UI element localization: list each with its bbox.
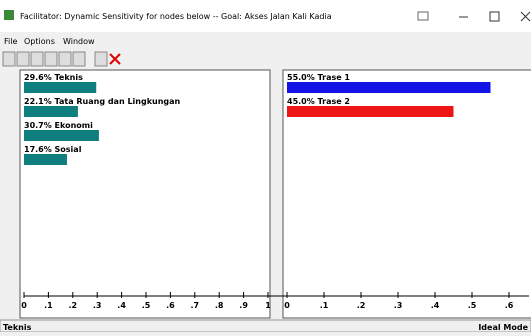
tick-label: .6 [505,301,514,310]
menu-item[interactable]: Window [63,37,95,46]
app-icon [4,10,14,20]
tick-label: 0 [284,301,290,310]
tool-button[interactable] [30,51,44,67]
bar-label: 45.0% Trase 2 [287,97,350,106]
bar-label: 29.6% Teknis [24,73,83,82]
tool-button[interactable] [72,51,86,67]
restore-button[interactable] [417,11,429,21]
title-bar [0,0,531,32]
tick-label: .8 [215,301,224,310]
bar [287,82,491,93]
toolbar [2,51,121,67]
bar [24,82,97,93]
tick-label: .5 [468,301,477,310]
tick-label: .1 [44,301,53,310]
tick-label: .3 [394,301,403,310]
window-title: Facilitator: Dynamic Sensitivity for nod… [20,12,332,21]
bar [24,106,78,117]
menu-item[interactable]: File [4,37,17,46]
tick-label: .6 [166,301,175,310]
bar [287,106,454,117]
tool-button[interactable] [16,51,30,67]
bar [24,130,99,141]
tool-button[interactable] [2,51,16,67]
status-right: Ideal Mode [478,323,528,332]
bar-label: 17.6% Sosial [24,145,82,154]
tool-close[interactable] [109,53,121,65]
tool-button[interactable] [58,51,72,67]
tick-label: .4 [117,301,126,310]
tick-label: 0 [21,301,27,310]
menu-item[interactable]: Options [24,37,55,46]
tick-label: .9 [239,301,248,310]
bar-label: 30.7% Ekonomi [24,121,93,130]
tick-label: 1 [265,301,271,310]
maximize-button[interactable] [489,11,500,22]
tick-label: .3 [93,301,102,310]
tick-label: .2 [357,301,366,310]
tick-label: .1 [320,301,329,310]
close-button[interactable] [520,11,531,22]
tick-label: .4 [431,301,440,310]
bar-label: 55.0% Trase 1 [287,73,350,82]
tool-button[interactable] [44,51,58,67]
bar-label: 22.1% Tata Ruang dan Lingkungan [24,97,181,106]
tool-button[interactable] [94,51,108,67]
status-left: Teknis [3,323,32,332]
status-bar [0,319,531,333]
bar [24,154,67,165]
tick-label: .7 [190,301,199,310]
tick-label: .2 [68,301,77,310]
tick-label: .5 [142,301,151,310]
